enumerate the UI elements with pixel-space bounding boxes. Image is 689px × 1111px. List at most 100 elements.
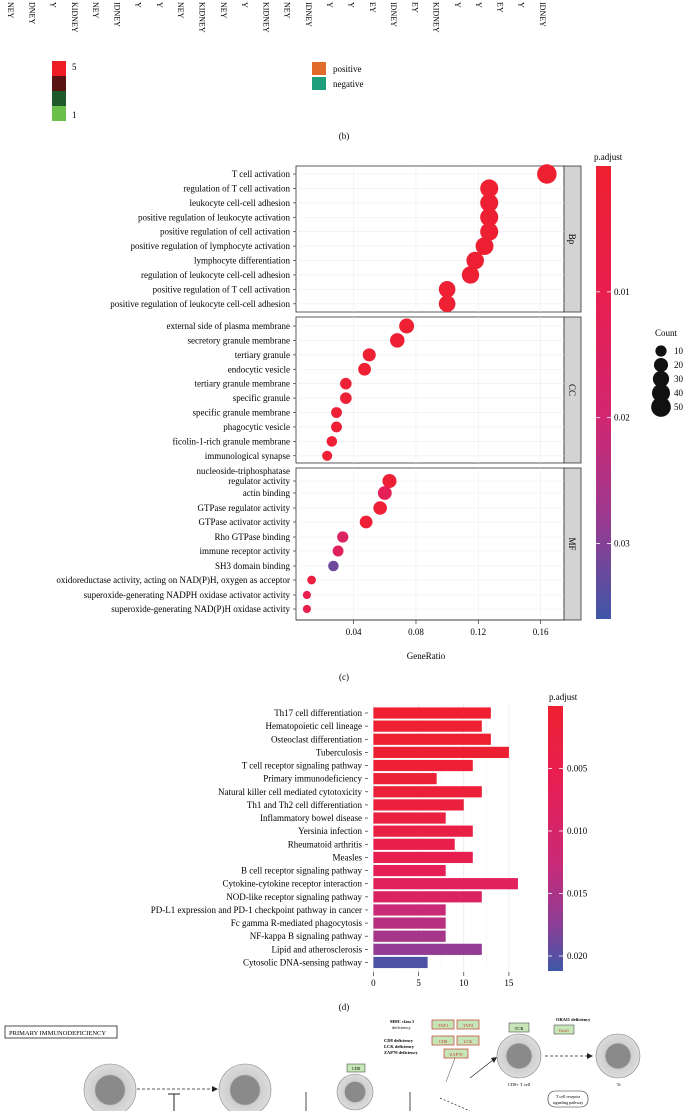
d-category-label: Lipid and atherosclerosis <box>272 944 363 954</box>
arrowhead-3 <box>587 1053 593 1059</box>
facet-panels: Bp CC MF <box>295 165 582 621</box>
heatmap-column-label: IDNEY <box>112 2 121 27</box>
c-term-labels: T cell activation regulation of T cell ac… <box>56 169 290 614</box>
d-colorbar-label: 0.020 <box>567 951 588 961</box>
d-bar <box>373 904 446 916</box>
negative-swatch <box>312 77 326 90</box>
d-bar <box>373 943 482 955</box>
d-color-legend-title: p.adjust <box>549 692 578 702</box>
c-dot <box>466 251 484 270</box>
d-x-tick-label: 15 <box>504 978 514 988</box>
heatmap-column-label: NEY <box>6 2 15 19</box>
caption-d: (d) <box>339 1002 350 1012</box>
count-legend-title: Count <box>655 328 678 338</box>
heatmap-column-label: Y <box>453 2 462 8</box>
d-category-label: PD-L1 expression and PD-1 checkpoint pat… <box>151 905 362 915</box>
d-bar <box>373 786 482 798</box>
heatmap-column-label: KIDNEY <box>432 2 441 33</box>
scale-max-label: 5 <box>72 62 77 72</box>
c-term-label: actin binding <box>243 488 291 498</box>
heatmap-column-label: Y <box>240 2 249 8</box>
d-category-label: Hematopoietic cell lineage <box>266 721 362 731</box>
d-bar <box>373 812 446 824</box>
tc-cell <box>595 1033 641 1079</box>
c-dot <box>480 208 499 227</box>
facet-bp-label: Bp <box>567 234 577 245</box>
c-dot <box>438 281 456 298</box>
heatmap-column-label: NEY <box>219 2 228 19</box>
c-term-label: SH3 domain binding <box>215 561 291 571</box>
gene-tap1: TAP1 <box>438 1023 448 1028</box>
c-dot <box>537 164 557 184</box>
c-term-label: ficolin-1-rich granule membrane <box>173 436 290 446</box>
tc-label: Tc <box>617 1082 621 1087</box>
scale-min-label: 1 <box>72 110 77 120</box>
c-dot <box>322 450 333 461</box>
gene-lck-box <box>456 1035 480 1046</box>
cd8-t-cell-label: CD8+ T cell <box>508 1082 531 1087</box>
count-legend-dot <box>653 357 669 373</box>
d-category-label: Yersinia infection <box>298 826 362 836</box>
d-color-ticks: 0.005 0.010 0.015 0.020 <box>548 764 588 961</box>
panel-e: PRIMARY IMMUNODEFICIENCY CD8 MHC class I… <box>4 1017 641 1111</box>
panel-d: Th17 cell differentiation Hematopoietic c… <box>151 692 588 1012</box>
c-dot <box>340 392 352 404</box>
count-legend-label: 10 <box>674 346 684 356</box>
facet-cc-panel <box>295 316 565 464</box>
c-dot <box>377 486 392 500</box>
c-dot <box>331 407 342 418</box>
facet-bp-panel <box>295 165 565 313</box>
heatmap-column-label: Y <box>474 2 483 8</box>
c-term-label: oxidoreductase activity, acting on NAD(P… <box>56 575 290 585</box>
heatmap-column-label: KIDNEY <box>261 2 270 33</box>
c-term-label: nucleoside-triphosphatase <box>197 466 290 476</box>
heatmap-column-label: Y <box>155 2 164 8</box>
c-term-label: specific granule membrane <box>193 408 290 418</box>
d-bar <box>373 956 428 969</box>
c-dot <box>328 560 339 572</box>
heatmap-column-label: Y <box>134 2 143 8</box>
d-category-label: Primary immunodeficiency <box>263 774 362 784</box>
zap70-link <box>445 1057 456 1083</box>
heatmap-column-label: IDNEY <box>389 2 398 27</box>
c-dot <box>340 377 352 390</box>
c-gridlines <box>293 166 564 620</box>
count-legend-label: 50 <box>674 402 684 412</box>
pathway-title: PRIMARY IMMUNODEFICIENCY <box>9 1030 106 1037</box>
c-dot <box>358 362 371 376</box>
arrow-to-cd8 <box>469 1059 494 1079</box>
d-x-tick-label: 10 <box>459 978 469 988</box>
c-dot <box>359 515 373 529</box>
gene-zap70: ZAP70 <box>449 1052 463 1057</box>
panel-c: Bp CC MF T cell activation regulation of … <box>56 152 683 682</box>
d-colorbar-label: 0.010 <box>567 826 588 836</box>
d-bar <box>373 864 446 877</box>
c-term-label: GTPase activator activity <box>199 517 291 527</box>
d-bar <box>373 759 473 772</box>
gene-tcr-box <box>508 1022 530 1033</box>
gene-cd8-box-2 <box>431 1035 455 1046</box>
d-bar <box>373 917 446 929</box>
c-term-label: positive regulation of T cell activation <box>153 284 291 294</box>
gene-tcr: TCR <box>515 1026 524 1031</box>
gene-zap70-box <box>443 1048 469 1059</box>
heatmap-column-label: Y <box>325 2 334 8</box>
cell-1 <box>83 1063 137 1111</box>
gene-orai1-box <box>553 1024 575 1035</box>
count-legend-dot <box>651 397 671 417</box>
c-color-bar <box>596 166 611 619</box>
cell-2 <box>218 1063 272 1111</box>
d-bar <box>373 720 482 732</box>
count-legend-label: 40 <box>674 388 684 398</box>
c-dot <box>326 436 338 447</box>
c-term-label: tertiary granule membrane <box>195 379 290 389</box>
c-colorbar-label: 0.01 <box>614 287 630 297</box>
facet-cc-strip <box>563 316 582 464</box>
count-legend-label: 30 <box>674 374 684 384</box>
d-category-label: Cytokine-cytokine receptor interaction <box>223 879 363 889</box>
c-term-label: lymphocyte differentiation <box>194 256 291 266</box>
heatmap-column-label: NEY <box>283 2 292 19</box>
d-x-tick-label: 5 <box>416 978 421 988</box>
gene-cd8-top: CD8 <box>352 1066 361 1071</box>
